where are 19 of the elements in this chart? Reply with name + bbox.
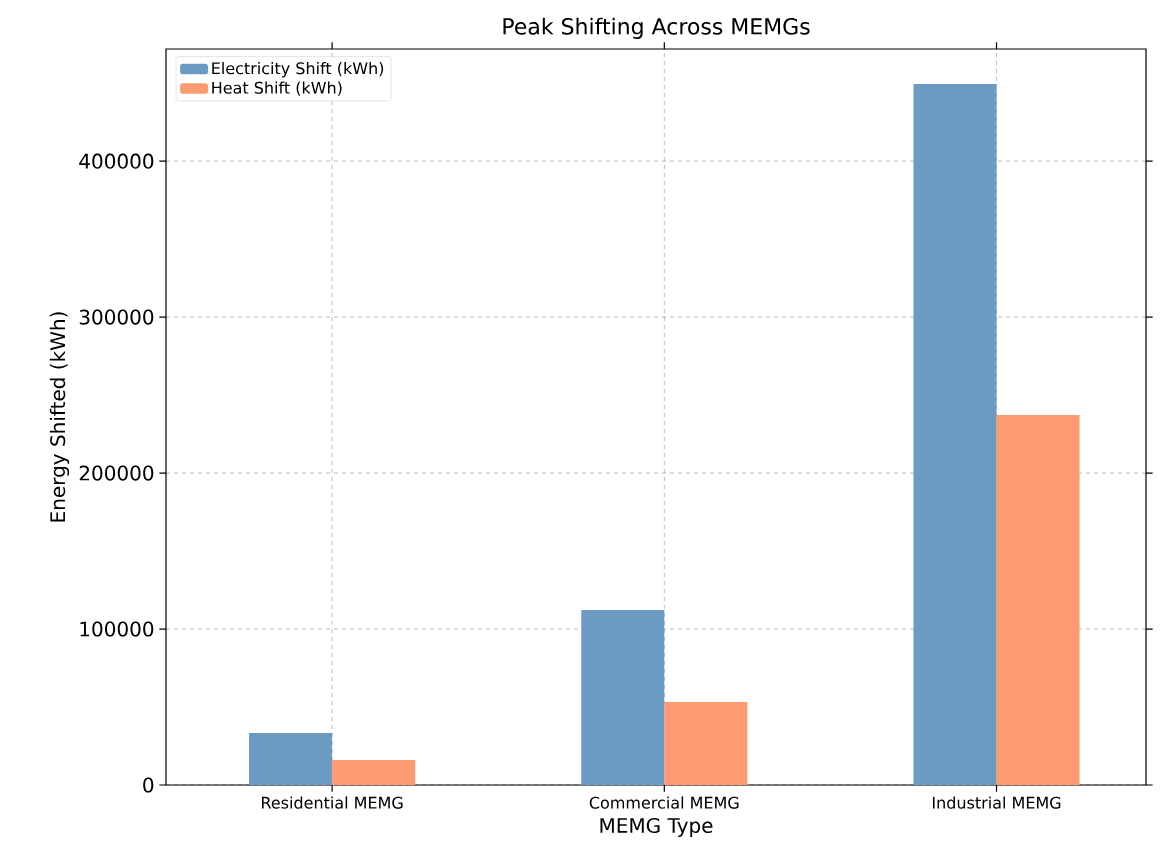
bar [249, 733, 333, 785]
bar [913, 84, 997, 785]
legend-label: Electricity Shift (kWh) [212, 61, 384, 78]
x-tick-label: Residential MEMG [262, 796, 403, 809]
legend-label: Heat Shift (kWh) [212, 81, 342, 96]
bar [581, 610, 665, 785]
y-tick-label: 0 [143, 777, 154, 793]
x-tick-label: Industrial MEMG [932, 796, 1061, 809]
bar [332, 760, 416, 785]
y-tick-label: 400000 [79, 153, 154, 169]
x-tick-label: Commercial MEMG [589, 796, 739, 809]
bar [664, 702, 748, 785]
bar [996, 415, 1080, 785]
x-axis-title: MEMG Type [600, 817, 713, 837]
y-tick-label: 100000 [80, 621, 154, 637]
y-tick-label: 300000 [79, 309, 154, 325]
y-axis-title: Energy Shifted (kWh) [49, 312, 70, 522]
y-tick-label: 200000 [79, 465, 154, 481]
chart-title: Peak Shifting Across MEMGs [503, 17, 810, 39]
